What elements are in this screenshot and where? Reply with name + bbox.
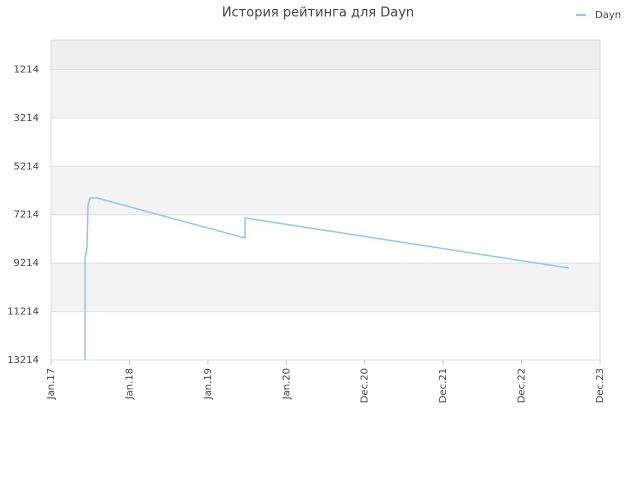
plot-band (51, 166, 600, 215)
x-tick-label: Dec.20 (360, 368, 371, 403)
y-tick-label: 13214 (7, 355, 39, 366)
plot-band (51, 311, 600, 360)
y-tick-label: 1214 (14, 64, 39, 75)
x-tick-label: Dec.22 (517, 368, 528, 403)
x-tick-label: Jan.18 (124, 368, 135, 400)
y-tick-label: 5214 (14, 161, 39, 172)
x-tick-label: Dec.23 (595, 368, 606, 403)
y-tick-label: 9214 (14, 258, 39, 269)
plot-band (51, 117, 600, 167)
x-tick-label: Dec.21 (438, 368, 449, 403)
chart-title: История рейтинга для Dayn (222, 6, 414, 21)
plot-band (51, 263, 600, 312)
y-tick-label: 7214 (14, 210, 39, 221)
plot-band (51, 69, 600, 118)
series-line (84, 197, 570, 360)
x-tick-label: Jan.19 (203, 368, 214, 400)
legend-label: Dayn (595, 10, 621, 21)
y-tick-label: 11214 (7, 307, 39, 318)
plot-band (51, 214, 600, 264)
y-tick-label: 3214 (14, 113, 39, 124)
plot-band (51, 40, 600, 70)
x-tick-label: Jan.17 (46, 368, 57, 400)
x-tick-label: Jan.20 (281, 368, 292, 400)
